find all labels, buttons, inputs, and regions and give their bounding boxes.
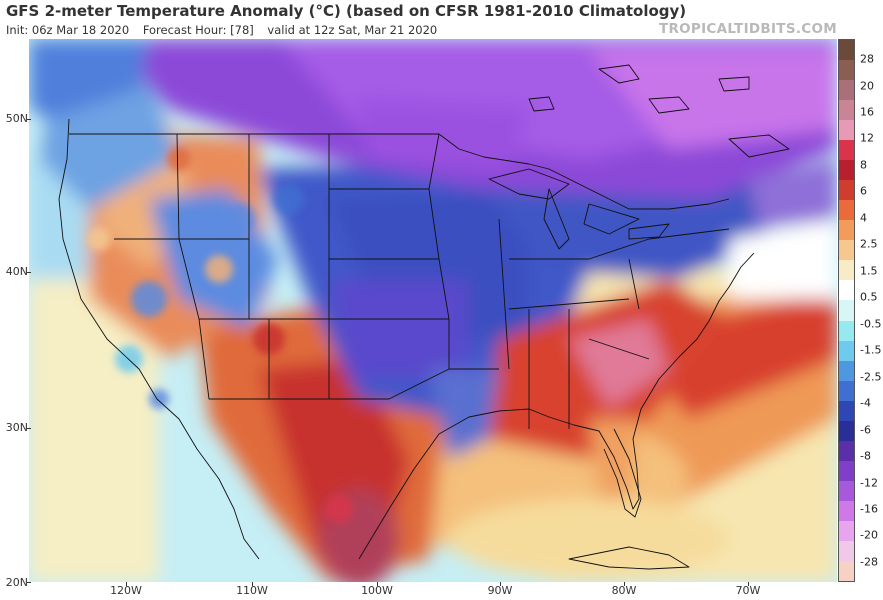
lat-tick <box>27 119 31 120</box>
colorbar-segment <box>839 540 854 562</box>
canada-islands <box>528 64 790 158</box>
colorbar-label: -6 <box>860 423 871 437</box>
colorbar-segment <box>839 300 854 321</box>
west-coast <box>58 118 260 560</box>
colorbar-label: -2.5 <box>860 370 882 384</box>
colorbar <box>838 39 855 582</box>
lon-label-80w: 80W <box>611 584 637 597</box>
colorbar-segment <box>839 320 854 342</box>
colorbar-segment <box>839 480 854 502</box>
florida <box>603 428 642 518</box>
colorbar-label: 0.5 <box>860 290 878 304</box>
lon-tick <box>500 582 501 586</box>
lat-label-20n: 20N <box>5 576 28 589</box>
colorbar-label: 1.5 <box>860 264 878 278</box>
gulf-coast <box>358 252 755 560</box>
colorbar-segment <box>839 420 854 442</box>
colorbar-segment <box>839 380 854 402</box>
colorbar-segment <box>839 140 854 161</box>
colorbar-segment <box>839 100 854 121</box>
colorbar-label: -1.5 <box>860 343 882 357</box>
colorbar-label: 12 <box>860 131 874 145</box>
lon-label-90w: 90W <box>487 584 513 597</box>
brand-watermark: TROPICALTIDBITS.COM <box>658 21 837 37</box>
colorbar-segment <box>839 60 854 81</box>
lon-label-70w: 70W <box>735 584 761 597</box>
colorbar-label: -0.5 <box>860 317 882 331</box>
colorbar-label: -12 <box>860 476 878 490</box>
borders <box>58 64 790 570</box>
anomaly-map[interactable] <box>29 39 837 582</box>
colorbar-segment <box>839 160 854 181</box>
colorbar-label: 16 <box>860 105 874 119</box>
colorbar-label: 4 <box>860 211 867 225</box>
colorbar-label: -4 <box>860 396 871 410</box>
colorbar-label: 8 <box>860 158 867 172</box>
cuba <box>568 546 690 570</box>
colorbar-label: -20 <box>860 528 878 542</box>
colorbar-segment <box>839 440 854 462</box>
lon-tick <box>126 582 127 586</box>
colorbar-label: 2.5 <box>860 237 878 251</box>
colorbar-segment <box>839 240 854 261</box>
colorbar-segment <box>839 360 854 382</box>
lat-label-40n: 40N <box>5 265 28 278</box>
lat-label-50n: 50N <box>5 112 28 125</box>
colorbar-segment <box>839 200 854 221</box>
colorbar-label: 20 <box>860 79 874 92</box>
map-canvas <box>29 39 837 582</box>
canada-border <box>69 133 730 210</box>
colorbar-label: -8 <box>860 449 871 463</box>
lat-tick <box>27 582 31 583</box>
lon-label-120w: 120W <box>110 584 142 597</box>
colorbar-segment <box>839 280 854 301</box>
init-time: Init: 06z Mar 18 2020 <box>6 23 130 37</box>
colorbar-segment <box>839 340 854 362</box>
colorbar-label: -16 <box>860 502 878 516</box>
colorbar-segment <box>839 180 854 201</box>
colorbar-segment <box>839 40 854 61</box>
colorbar-segment <box>839 80 854 101</box>
chart-title: GFS 2-meter Temperature Anomaly (°C) (ba… <box>6 2 687 20</box>
colorbar-label: 6 <box>860 184 867 198</box>
lon-tick <box>377 582 378 586</box>
forecast-hour: Forecast Hour: [78] <box>142 23 254 37</box>
lon-label-110w: 110W <box>236 584 268 597</box>
colorbar-segment <box>839 400 854 422</box>
state-lines <box>114 133 730 429</box>
lat-tick <box>27 272 31 273</box>
run-info: Init: 06z Mar 18 2020 Forecast Hour: [78… <box>6 23 447 37</box>
colorbar-segment <box>839 520 854 542</box>
colorbar-segment <box>839 460 854 482</box>
colorbar-segment <box>839 500 854 522</box>
colorbar-segment <box>839 560 854 582</box>
lon-label-100w: 100W <box>361 584 393 597</box>
lat-label-30n: 30N <box>5 421 28 434</box>
lon-tick <box>252 582 253 586</box>
lat-tick <box>27 428 31 429</box>
colorbar-label: -28 <box>860 555 878 569</box>
colorbar-segment <box>839 260 854 281</box>
colorbar-segment <box>839 220 854 241</box>
colorbar-segment <box>839 120 854 141</box>
great-lakes <box>488 168 670 250</box>
lon-tick <box>624 582 625 586</box>
colorbar-label: 28 <box>860 52 874 66</box>
lon-tick <box>748 582 749 586</box>
terrain-detail <box>87 147 353 523</box>
valid-time: valid at 12z Sat, Mar 21 2020 <box>267 23 438 37</box>
